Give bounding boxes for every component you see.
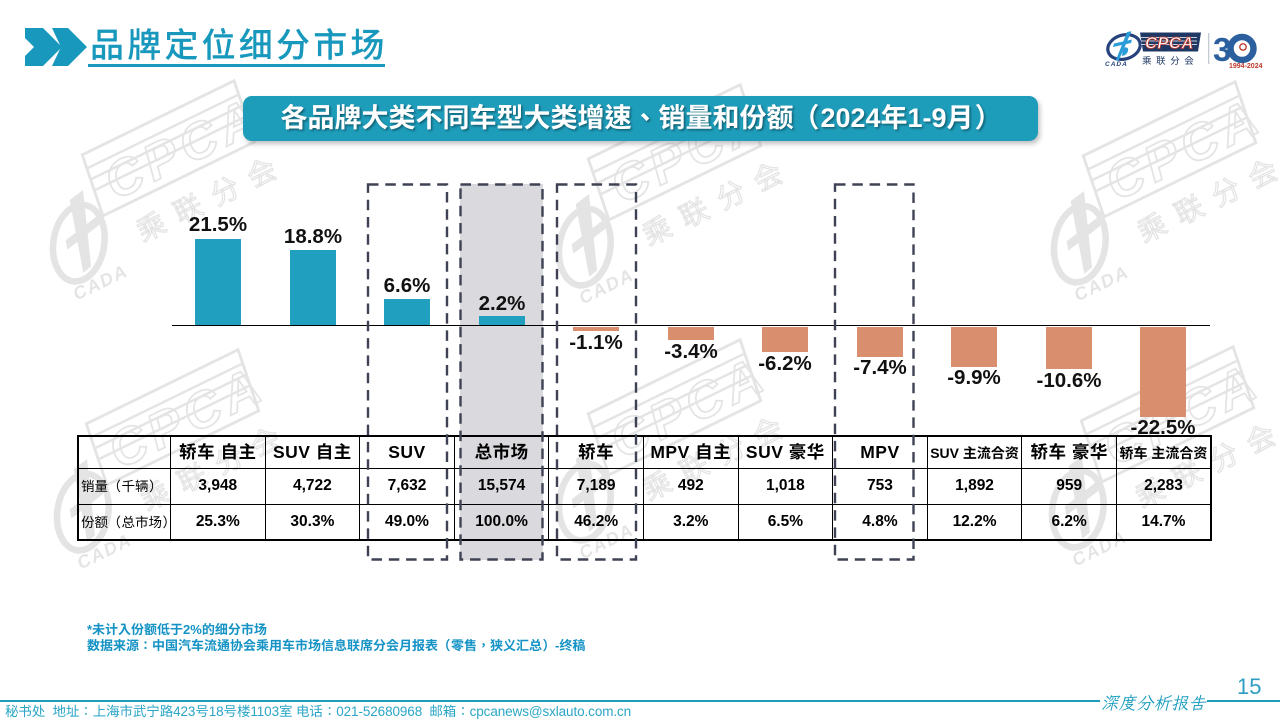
svg-text:CPCA: CPCA — [1145, 35, 1194, 53]
svg-text:1994-2024: 1994-2024 — [1229, 63, 1263, 70]
svg-text:CADA: CADA — [1105, 61, 1128, 68]
svg-text:3: 3 — [1213, 31, 1231, 68]
svg-text:乘联分会: 乘联分会 — [1142, 55, 1198, 66]
